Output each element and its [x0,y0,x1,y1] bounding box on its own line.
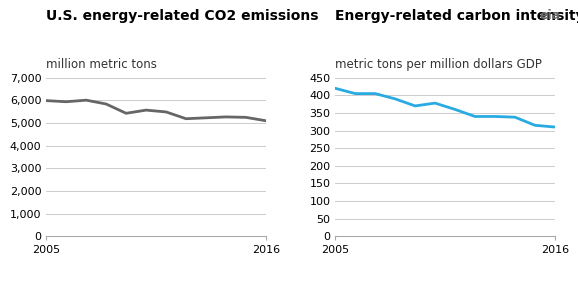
Text: eia: eia [539,9,561,22]
Text: metric tons per million dollars GDP: metric tons per million dollars GDP [335,58,542,71]
Text: million metric tons: million metric tons [46,58,157,71]
Text: Energy-related carbon intensity: Energy-related carbon intensity [335,9,578,23]
Text: U.S. energy-related CO2 emissions: U.S. energy-related CO2 emissions [46,9,318,23]
